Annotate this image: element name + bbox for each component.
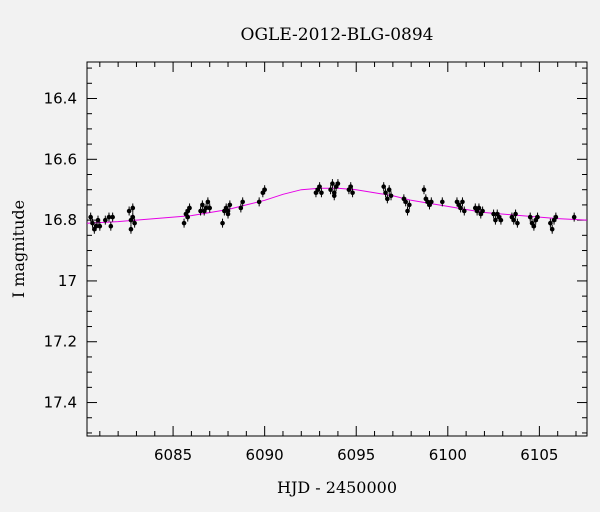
data-point: [440, 199, 445, 205]
data-point: [317, 184, 322, 189]
data-point: [458, 205, 463, 211]
data-point: [262, 187, 267, 193]
x-tick-label: 6095: [337, 446, 375, 464]
y-tick-label: 16.6: [44, 150, 77, 168]
data-point: [491, 211, 496, 217]
data-points: [88, 179, 577, 234]
data-point: [200, 202, 205, 208]
data-point: [480, 208, 485, 214]
data-point: [498, 217, 504, 223]
data-point: [238, 205, 244, 211]
data-point: [97, 223, 103, 229]
data-point: [185, 214, 191, 220]
y-tick-label: 17.4: [44, 394, 77, 412]
y-tick-label: 16.8: [44, 211, 77, 229]
data-point: [108, 223, 114, 229]
data-point: [103, 217, 108, 223]
data-point: [350, 190, 355, 196]
data-point: [240, 199, 245, 205]
data-point: [207, 205, 213, 211]
data-point: [421, 187, 427, 193]
data-point: [205, 199, 211, 205]
x-tick-label: 6100: [429, 446, 467, 464]
data-point: [553, 214, 559, 220]
data-point: [126, 208, 132, 214]
data-point: [460, 199, 465, 205]
data-point: [385, 196, 390, 202]
data-point: [181, 220, 187, 226]
y-tick-labels: 16.4 16.6 16.8 17 17.2 17.4: [44, 89, 77, 411]
data-point: [335, 181, 341, 186]
data-point: [461, 208, 467, 214]
data-point: [256, 199, 262, 205]
data-point: [198, 208, 203, 214]
data-point: [531, 223, 537, 229]
y-tick-label: 16.4: [44, 89, 77, 107]
data-point: [328, 187, 333, 193]
data-point: [331, 193, 337, 199]
x-tick-label: 6090: [246, 446, 284, 464]
data-point: [130, 205, 136, 211]
data-point: [386, 187, 392, 193]
data-point: [535, 214, 540, 220]
y-tick-label: 17.2: [44, 333, 77, 351]
data-point: [405, 208, 410, 214]
data-point: [225, 208, 231, 214]
data-point: [132, 220, 137, 226]
x-tick-labels: 6085 6090 6095 6100 6105: [154, 446, 558, 464]
data-point: [407, 202, 412, 208]
data-point: [476, 205, 482, 211]
y-axis-label: I magnitude: [9, 200, 28, 298]
data-point: [383, 190, 388, 196]
x-tick-label: 6105: [520, 446, 558, 464]
data-point: [515, 220, 520, 226]
data-point: [571, 214, 577, 220]
data-point: [527, 214, 533, 220]
data-point: [330, 181, 335, 186]
minor-ticks: [87, 62, 587, 436]
data-point: [88, 214, 93, 220]
data-point: [130, 214, 136, 220]
data-point: [549, 226, 555, 232]
data-point: [90, 220, 95, 226]
data-point: [511, 217, 517, 223]
x-axis-label: HJD - 2450000: [277, 478, 397, 497]
data-point: [348, 184, 354, 189]
data-point: [381, 184, 387, 189]
data-point: [187, 205, 192, 211]
plot-frame: [86, 61, 588, 437]
chart-title: OGLE-2012-BLG-0894: [241, 25, 434, 45]
data-point: [203, 205, 209, 211]
data-point: [95, 217, 101, 223]
x-tick-label: 6085: [154, 446, 192, 464]
data-point: [388, 193, 394, 199]
data-point: [493, 217, 498, 223]
data-point: [548, 220, 553, 226]
data-point: [227, 202, 233, 208]
data-point: [220, 220, 225, 226]
data-point: [319, 190, 324, 196]
data-point: [513, 211, 518, 217]
data-point: [128, 226, 134, 232]
y-tick-label: 17: [58, 272, 77, 290]
data-point: [93, 223, 99, 229]
data-point: [403, 199, 408, 205]
data-point: [106, 214, 112, 220]
data-point: [110, 214, 115, 220]
data-point: [429, 199, 434, 205]
major-ticks: [87, 62, 587, 436]
